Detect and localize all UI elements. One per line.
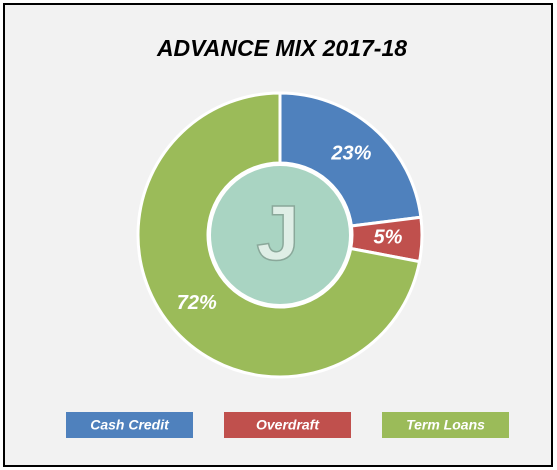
chart-title: ADVANCE MIX 2017-18 bbox=[156, 35, 407, 61]
data-label: 23% bbox=[330, 142, 371, 164]
donut-slice bbox=[136, 91, 422, 379]
center-logo: J bbox=[256, 189, 299, 277]
legend-swatch bbox=[382, 412, 509, 438]
legend-swatch bbox=[224, 412, 351, 438]
data-label: 5% bbox=[373, 227, 402, 249]
donut-slice bbox=[278, 91, 423, 228]
legend-label: Overdraft bbox=[256, 417, 320, 433]
legend-label: Cash Credit bbox=[90, 417, 170, 433]
legend-label: Term Loans bbox=[406, 417, 485, 433]
data-label: 72% bbox=[177, 292, 217, 314]
center-logo-bg bbox=[209, 164, 351, 306]
legend-swatch bbox=[66, 412, 193, 438]
